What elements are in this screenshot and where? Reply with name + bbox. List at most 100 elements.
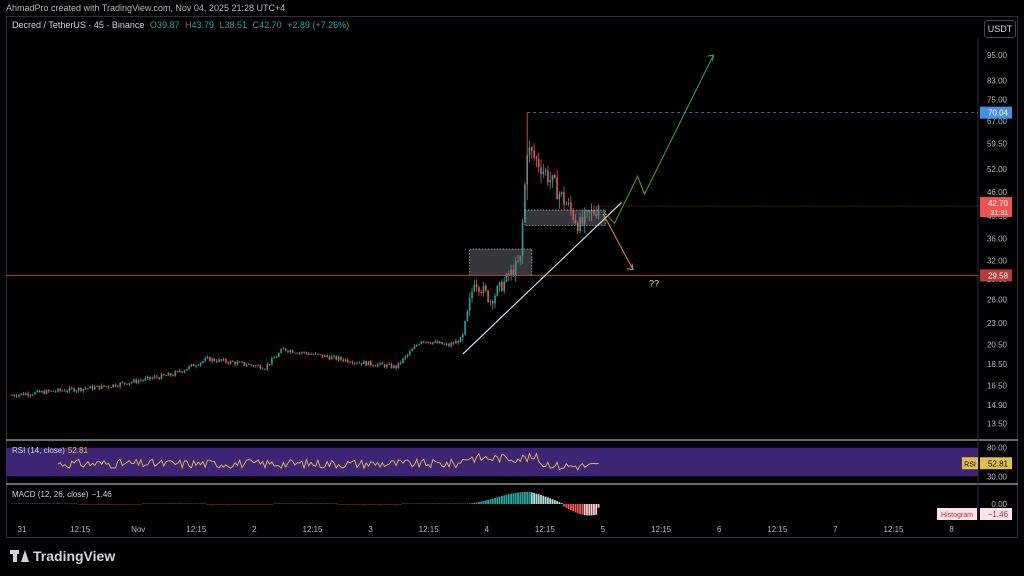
- currency-button[interactable]: USDT: [984, 20, 1016, 38]
- candle-body: [312, 354, 315, 356]
- candle-body: [337, 356, 340, 360]
- candle-body: [165, 375, 167, 377]
- candle-body: [29, 395, 32, 396]
- candle-body: [82, 388, 85, 392]
- candle-body: [363, 361, 365, 365]
- candle-body: [542, 171, 545, 175]
- candle-body: [252, 365, 255, 367]
- candle-body: [409, 351, 411, 355]
- candle-body: [494, 295, 496, 304]
- candle-body: [386, 364, 388, 368]
- macd-histogram-bar: [549, 498, 552, 504]
- candle-body: [524, 184, 526, 222]
- macd-histogram-bar: [553, 500, 556, 504]
- candle-body: [31, 394, 34, 396]
- candle-body: [381, 362, 384, 365]
- candle-body: [11, 394, 13, 396]
- ohlc-legend: Decred / TetherUS · 45 · Binance O39.87 …: [12, 20, 349, 30]
- candle-body: [498, 282, 501, 287]
- candle-body: [565, 204, 568, 206]
- macd-histogram-bar: [473, 502, 476, 504]
- macd-legend[interactable]: MACD (12, 26, close) −1.46: [12, 490, 112, 499]
- candle-body: [179, 370, 181, 372]
- candle-body: [388, 364, 390, 365]
- candle-body: [22, 393, 25, 396]
- macd-histogram-bar: [556, 501, 558, 504]
- candle-body: [190, 364, 193, 367]
- candle-body: [307, 353, 310, 355]
- candle-body: [36, 390, 39, 393]
- candle-body: [52, 390, 55, 392]
- macd-histogram-bar: [530, 492, 533, 504]
- candle-body: [27, 393, 29, 396]
- candle-body: [192, 364, 195, 367]
- candle-body: [183, 370, 186, 373]
- candle-body: [443, 343, 446, 345]
- macd-histogram-bar: [484, 500, 487, 504]
- candle-body: [213, 358, 216, 361]
- candle-body: [466, 310, 469, 321]
- close-label: C: [252, 20, 260, 30]
- macd-histogram-bar: [507, 494, 510, 504]
- macd-histogram-bar: [544, 496, 547, 504]
- candle-body: [340, 356, 342, 360]
- macd-histogram-bar: [503, 495, 506, 504]
- candle-body: [356, 362, 358, 364]
- candle-body: [229, 361, 232, 364]
- symbol-name[interactable]: Decred / TetherUS · 45 · Binance: [12, 20, 145, 30]
- candle-body: [15, 395, 18, 397]
- candle-body: [367, 361, 370, 366]
- candle-body: [489, 301, 492, 302]
- candle-body: [347, 359, 349, 363]
- candle-body: [282, 348, 285, 350]
- tradingview-logo[interactable]: TradingView: [10, 548, 115, 564]
- macd-histogram-bar: [514, 492, 517, 504]
- rsi-legend[interactable]: RSI (14, close) 52.81: [12, 446, 88, 455]
- candle-body: [459, 337, 462, 343]
- candle-body: [142, 380, 144, 381]
- candle-body: [209, 356, 211, 362]
- candle-body: [455, 340, 457, 344]
- candle-body: [20, 393, 22, 395]
- open-label: O: [149, 20, 157, 30]
- candle-body: [547, 170, 549, 183]
- macd-histogram-bar: [570, 504, 572, 511]
- candle-body: [531, 147, 533, 151]
- candle-body: [597, 206, 600, 217]
- candle-body: [107, 386, 110, 388]
- candle-body: [123, 382, 126, 384]
- time-tick-label: 8: [949, 525, 954, 534]
- candle-body: [370, 361, 372, 366]
- price-tick-label: 14.90: [987, 401, 1008, 410]
- close-value: 42.70: [259, 20, 282, 30]
- candle-body: [255, 365, 257, 367]
- rsi-value-tag: [980, 457, 1012, 470]
- macd-value-tag: [980, 508, 1012, 520]
- macd-histogram-bar: [560, 503, 563, 504]
- price-tick-label: 16.50: [987, 382, 1008, 391]
- candle-body: [457, 340, 459, 343]
- candle-body: [278, 353, 280, 357]
- candle-body: [84, 388, 87, 390]
- candle-body: [372, 365, 374, 366]
- candle-body: [310, 354, 312, 356]
- candle-body: [416, 345, 418, 347]
- candle-body: [496, 286, 499, 296]
- candle-body: [114, 384, 117, 387]
- time-tick-label: 12:15: [651, 525, 672, 534]
- candle-body: [238, 361, 241, 363]
- candle-body: [220, 359, 223, 361]
- price-tick-label: 18.50: [987, 360, 1008, 369]
- rsi-label: RSI (14, close): [12, 446, 65, 455]
- candle-body: [121, 382, 124, 384]
- target-price-tag: [980, 106, 1012, 119]
- macd-histogram-bar: [478, 502, 480, 504]
- candle-body: [330, 356, 333, 360]
- candle-body: [218, 359, 220, 362]
- candle-body: [80, 387, 82, 392]
- candle-body: [144, 378, 147, 381]
- candle-body: [250, 364, 252, 366]
- candle-body: [406, 354, 409, 357]
- macd-zero-tick: 0.00: [991, 500, 1007, 509]
